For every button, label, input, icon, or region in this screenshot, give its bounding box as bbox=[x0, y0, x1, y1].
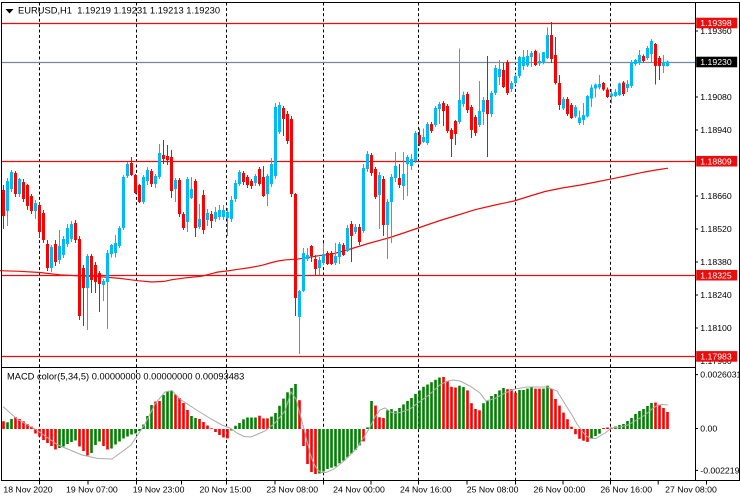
svg-text:1.19230: 1.19230 bbox=[700, 57, 732, 67]
svg-text:1.18240: 1.18240 bbox=[700, 290, 732, 300]
svg-text:1.18100: 1.18100 bbox=[700, 323, 732, 333]
svg-text:1.18325: 1.18325 bbox=[700, 270, 732, 280]
svg-text:0.00: 0.00 bbox=[700, 424, 717, 434]
svg-text:1.17983: 1.17983 bbox=[700, 352, 732, 362]
svg-text:1.18809: 1.18809 bbox=[700, 156, 732, 166]
svg-text:23 Nov 08:00: 23 Nov 08:00 bbox=[266, 485, 318, 495]
svg-text:24 Nov 16:00: 24 Nov 16:00 bbox=[400, 485, 452, 495]
svg-text:1.18520: 1.18520 bbox=[700, 224, 732, 234]
svg-text:MACD color(5,34,5) 0.00000000: MACD color(5,34,5) 0.00000000 0.00000000… bbox=[7, 372, 244, 382]
svg-text:25 Nov 08:00: 25 Nov 08:00 bbox=[467, 485, 519, 495]
svg-text:1.19360: 1.19360 bbox=[700, 26, 732, 36]
svg-text:EURUSD,H1 1.19219 1.19231 1.1: EURUSD,H1 1.19219 1.19231 1.19213 1.1923… bbox=[18, 6, 220, 16]
svg-text:0.0026031: 0.0026031 bbox=[700, 370, 740, 380]
svg-text:20 Nov 15:00: 20 Nov 15:00 bbox=[200, 485, 252, 495]
svg-text:-0.0022194: -0.0022194 bbox=[700, 466, 740, 476]
svg-text:19 Nov 23:00: 19 Nov 23:00 bbox=[133, 485, 185, 495]
svg-text:1.18380: 1.18380 bbox=[700, 257, 732, 267]
svg-text:24 Nov 00:00: 24 Nov 00:00 bbox=[333, 485, 385, 495]
svg-text:1.18940: 1.18940 bbox=[700, 125, 732, 135]
svg-text:27 Nov 08:00: 27 Nov 08:00 bbox=[665, 485, 717, 495]
svg-text:18 Nov 2020: 18 Nov 2020 bbox=[3, 485, 52, 495]
svg-text:19 Nov 07:00: 19 Nov 07:00 bbox=[66, 485, 118, 495]
svg-text:1.19398: 1.19398 bbox=[700, 18, 732, 28]
svg-text:1.18660: 1.18660 bbox=[700, 191, 732, 201]
svg-text:26 Nov 00:00: 26 Nov 00:00 bbox=[534, 485, 586, 495]
svg-text:1.19080: 1.19080 bbox=[700, 92, 732, 102]
svg-text:26 Nov 16:00: 26 Nov 16:00 bbox=[600, 485, 652, 495]
